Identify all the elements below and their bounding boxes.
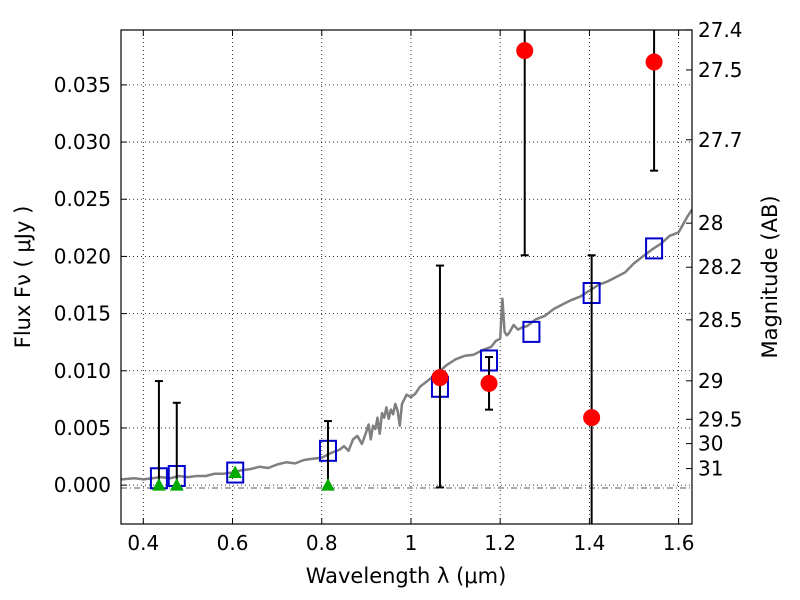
axes: 0.4 0.6 0.8 1 1.2 1.4 1.6 0.000 0.005 0.010 0.015 0… [54, 18, 743, 555]
x-tick-label: 1.4 [573, 531, 605, 555]
model-spectrum-line [120, 208, 694, 481]
y2-tick-label: 31 [698, 457, 723, 481]
x-tick-label: 1.2 [484, 531, 516, 555]
upper-limit-marker [228, 465, 243, 479]
y2-tick-label: 28.2 [698, 255, 743, 279]
grid [121, 30, 692, 524]
upper-limit-marker [321, 478, 335, 491]
y-tick-label: 0.015 [54, 302, 111, 326]
x-tick-label: 0.6 [217, 531, 249, 555]
y2-tick-label: 27.5 [698, 58, 743, 82]
plot-frame [120, 29, 693, 525]
detection-point [516, 42, 534, 60]
detection-point [431, 369, 449, 387]
y-tick-label: 0.030 [54, 130, 111, 154]
y-tick-label: 0.020 [54, 244, 111, 268]
y-tick-label: 0.025 [54, 187, 111, 211]
y2-tick-label: 29.5 [698, 407, 743, 431]
y2-tick-label: 28.5 [698, 308, 743, 332]
y-tick-label: 0.000 [54, 473, 111, 497]
y-axis-label: Flux Fν ( μJy ) [11, 206, 35, 349]
x-tick-label: 0.8 [306, 531, 338, 555]
x-axis-label: Wavelength λ (μm) [306, 564, 507, 588]
y2-tick-label: 27.7 [698, 128, 743, 152]
y2-tick-label: 27.4 [698, 18, 743, 42]
y-tick-label: 0.005 [54, 416, 111, 440]
y2-tick-label: 30 [698, 432, 723, 456]
detection-point [645, 53, 663, 71]
model-bandpass-square [522, 320, 541, 343]
x-tick-label: 1.6 [663, 531, 695, 555]
detection-point [480, 374, 498, 392]
upper-limit-marker [152, 478, 166, 491]
plot-area [120, 30, 694, 524]
detection-point [583, 409, 601, 427]
upper-limit-marker [169, 478, 184, 491]
y-tick-label: 0.010 [54, 359, 111, 383]
model-bandpass-square [226, 461, 245, 484]
x-tick-label: 0.4 [127, 531, 159, 555]
x-tick-label: 1 [405, 531, 418, 555]
model-bandpass-square [645, 237, 664, 260]
y2-tick-label: 28 [698, 211, 723, 235]
y-tick-label: 0.035 [54, 73, 111, 97]
y2-tick-label: 29 [698, 369, 723, 393]
y2-axis-label: Magnitude (AB) [758, 195, 782, 358]
